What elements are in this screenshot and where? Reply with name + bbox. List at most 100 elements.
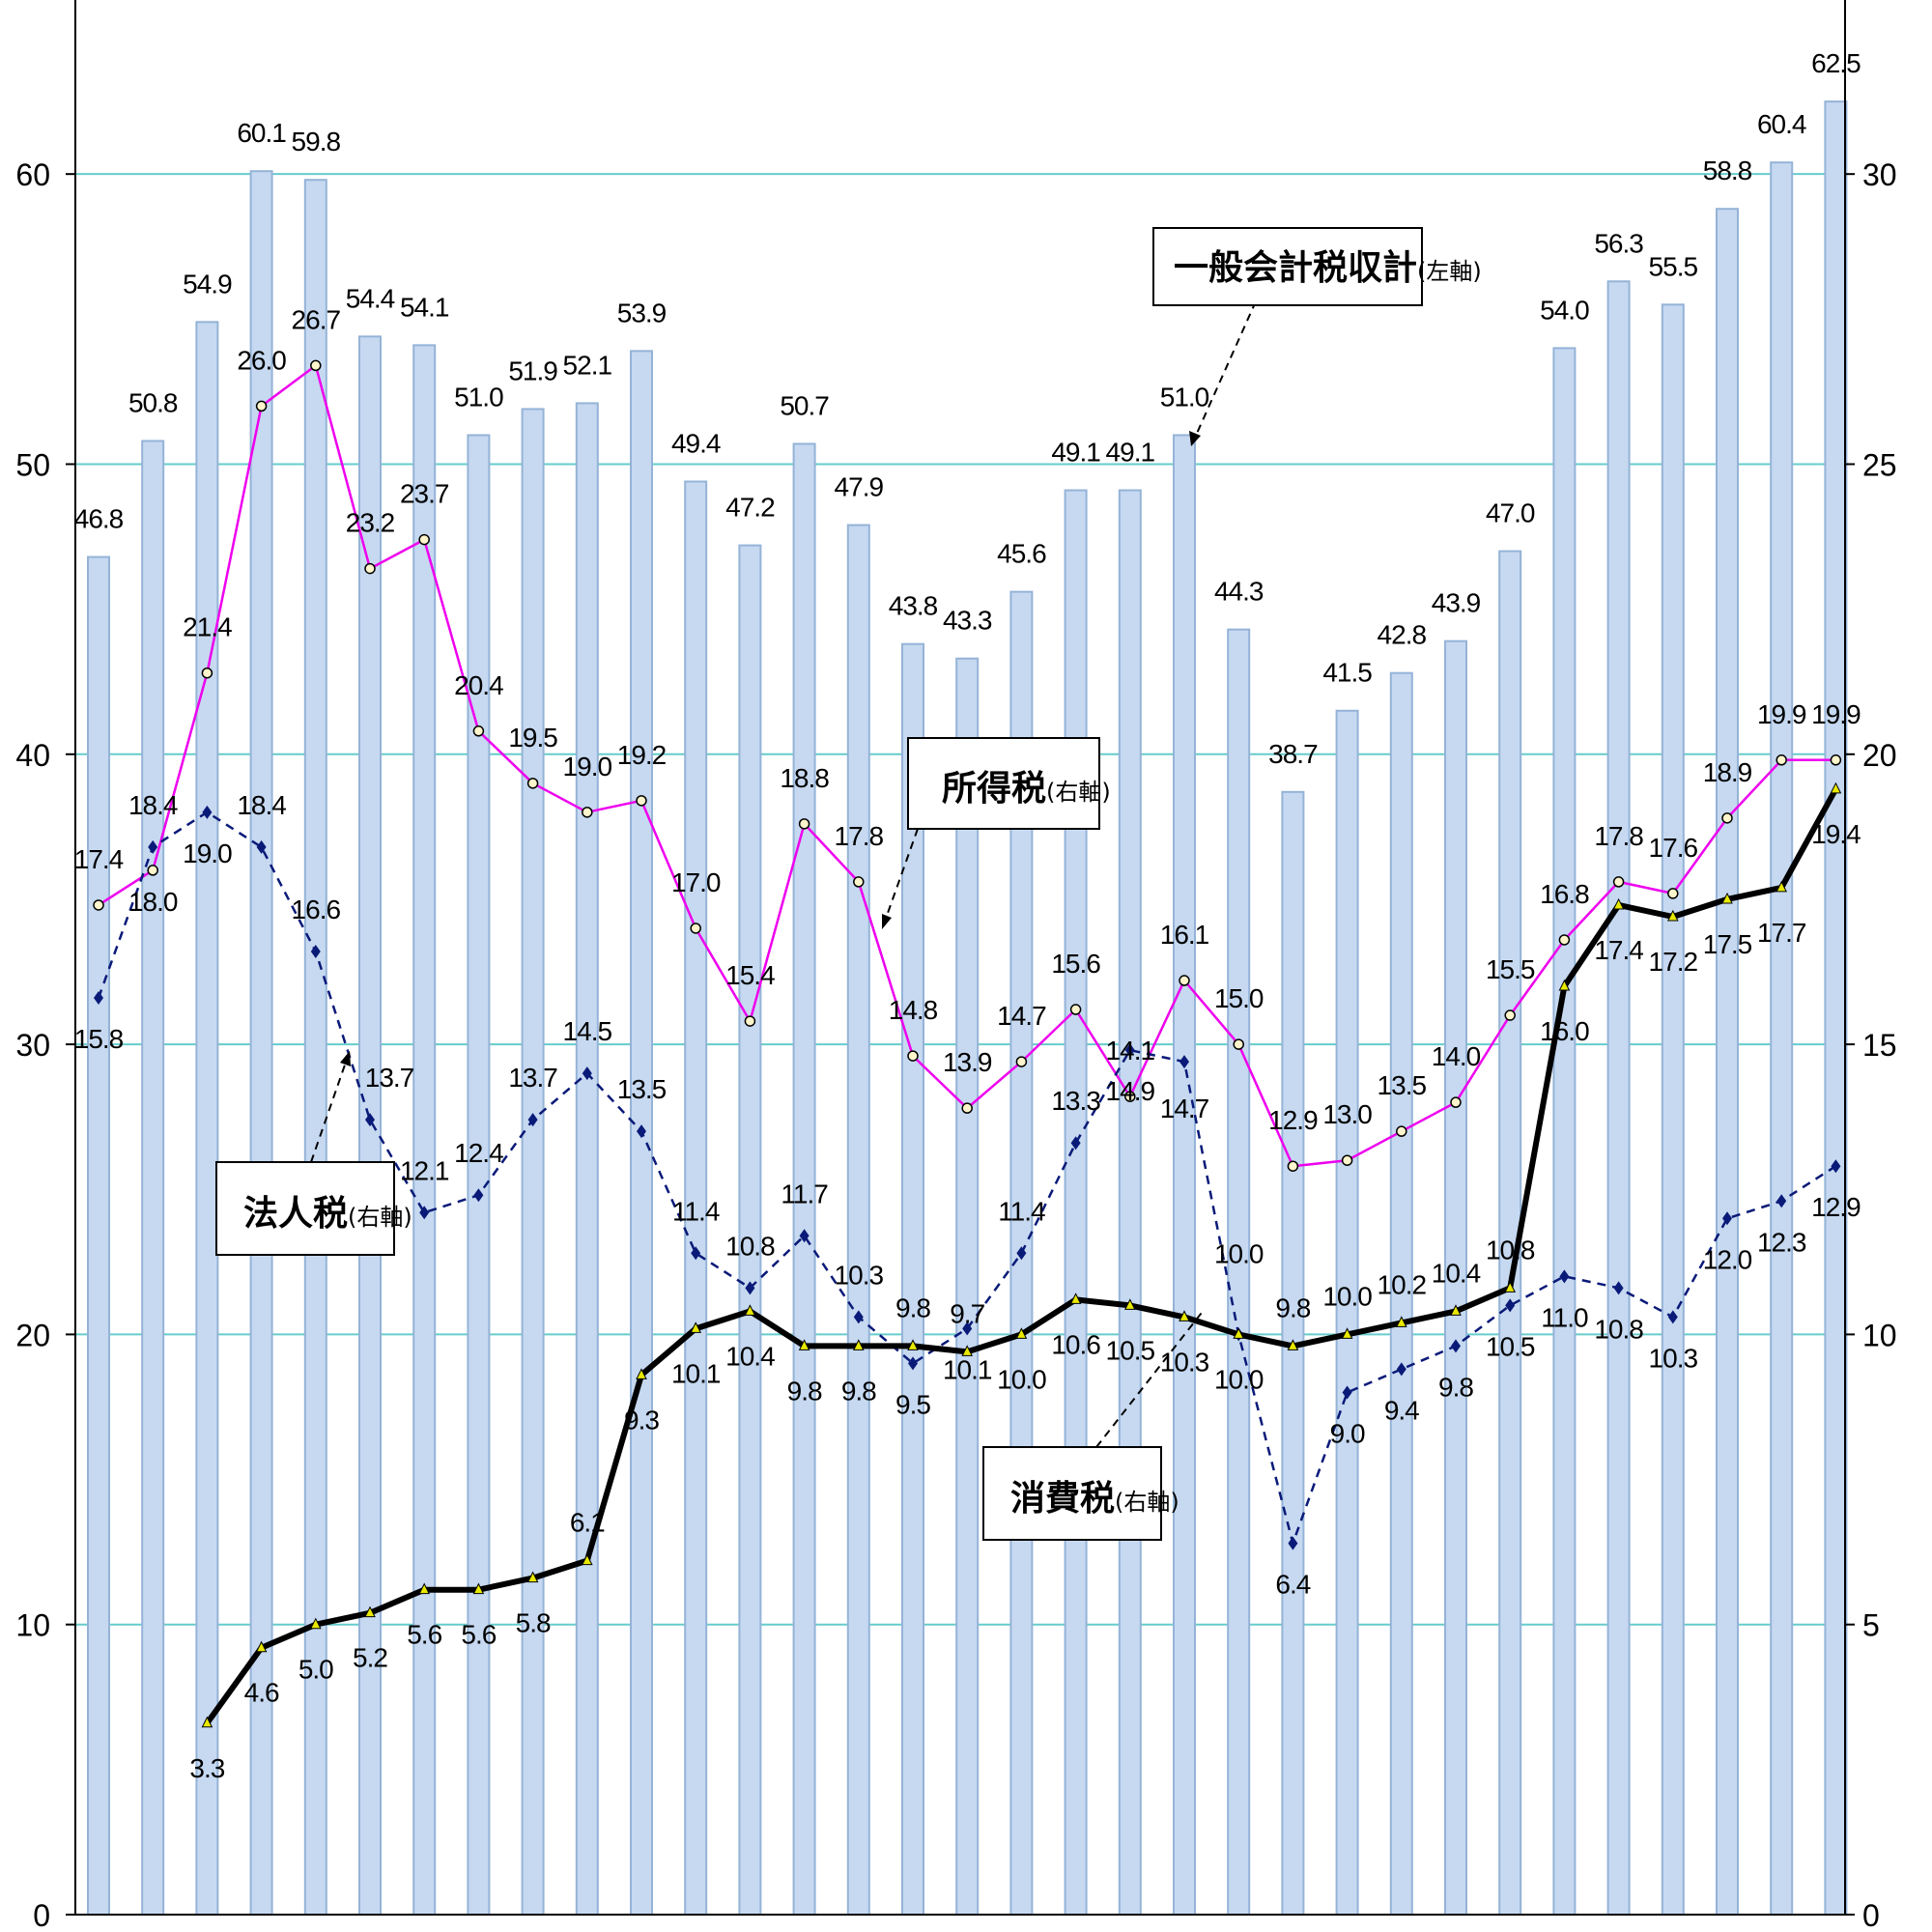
marker-consumption xyxy=(526,1571,539,1583)
marker-income xyxy=(310,359,322,372)
marker-consumption xyxy=(255,1640,268,1653)
data-label-corporate: 9.8 xyxy=(1438,1372,1473,1402)
data-labels: 46.850.854.960.1 59.854.4 54.151.051.9 52.1… xyxy=(74,48,1861,1783)
marker-income xyxy=(1124,1091,1136,1102)
data-label-corporate: 12.1 xyxy=(400,1155,449,1185)
data-label-income: 18.9 xyxy=(1703,757,1752,787)
data-label-consumption: 17.2 xyxy=(1649,947,1698,977)
callout-total-sub: (左軸) xyxy=(1417,258,1482,285)
data-label-consumption: 9.8 xyxy=(895,1293,930,1322)
y-right-tick-label: 25 xyxy=(1862,447,1897,482)
marker-income xyxy=(147,865,158,876)
data-label-income: 17.8 xyxy=(1594,821,1643,851)
data-label-income: 23.7 xyxy=(400,479,449,509)
data-label-corporate: 10.3 xyxy=(835,1260,884,1290)
data-label-total: 49.4 xyxy=(671,429,721,459)
bar-total xyxy=(1606,280,1631,1916)
data-label-corporate: 19.0 xyxy=(183,838,232,868)
callout-income-text: 所得税(右軸) xyxy=(942,769,1111,809)
data-label-corporate: 18.4 xyxy=(128,790,178,820)
data-label-total: 51.9 xyxy=(508,355,557,385)
data-label-income: 13.9 xyxy=(943,1047,992,1077)
marker-corporate xyxy=(745,1281,755,1295)
data-label-income: 20.4 xyxy=(454,670,503,700)
bar-total xyxy=(1118,489,1142,1917)
data-label-consumption: 4.6 xyxy=(244,1678,279,1708)
data-label-total: 47.9 xyxy=(835,472,884,502)
bar-total xyxy=(1173,434,1196,1916)
callout-corporate: 法人税(右軸) xyxy=(215,1050,412,1256)
callout-income: 所得税(右軸) xyxy=(881,737,1111,930)
bar-total xyxy=(901,642,924,1916)
marker-corporate xyxy=(962,1321,973,1336)
marker-income xyxy=(1558,934,1571,946)
marker-income xyxy=(1069,1004,1082,1015)
marker-income xyxy=(582,807,593,818)
marker-consumption xyxy=(418,1582,431,1595)
marker-corporate xyxy=(1505,1298,1516,1313)
marker-consumption xyxy=(472,1582,485,1595)
bar-total xyxy=(1227,628,1251,1916)
data-label-income: 15.5 xyxy=(1486,954,1535,984)
marker-corporate xyxy=(473,1188,484,1203)
marker-corporate xyxy=(365,1113,375,1127)
callout-corporate-text: 法人税(右軸) xyxy=(243,1194,412,1234)
marker-corporate xyxy=(1831,1159,1841,1174)
data-label-total: 54.9 xyxy=(183,269,232,298)
line-series xyxy=(93,359,1842,1728)
marker-consumption xyxy=(1776,880,1788,893)
data-label-consumption: 5.8 xyxy=(516,1608,551,1638)
callout-corporate-box xyxy=(215,1161,395,1256)
marker-corporate xyxy=(94,991,103,1006)
data-label-total: 54.0 xyxy=(1540,295,1589,325)
marker-consumption xyxy=(1612,897,1625,910)
data-label-total: 51.0 xyxy=(1160,382,1209,412)
marker-consumption xyxy=(1666,909,1679,922)
data-label-total: 41.5 xyxy=(1322,658,1372,688)
marker-corporate xyxy=(1070,1136,1081,1151)
callout-consumption-box xyxy=(982,1446,1162,1541)
data-label-corporate: 10.1 xyxy=(943,1354,992,1384)
marker-income xyxy=(690,923,701,934)
data-label-corporate: 13.3 xyxy=(1051,1086,1100,1116)
marker-income xyxy=(853,876,865,888)
marker-consumption xyxy=(852,1339,865,1350)
callout-income-main: 所得税 xyxy=(942,769,1046,809)
data-label-consumption: 9.8 xyxy=(841,1376,876,1406)
data-label-consumption: 17.7 xyxy=(1757,918,1806,948)
y-right-tick-label: 30 xyxy=(1862,157,1897,192)
data-label-consumption: 9.3 xyxy=(624,1405,659,1435)
marker-income xyxy=(1776,754,1787,766)
callout-consumption: 消費税(右軸) xyxy=(982,1308,1206,1541)
marker-income xyxy=(1233,1038,1244,1050)
y-left-tick-label: 0 xyxy=(33,1898,50,1932)
data-label-consumption: 5.6 xyxy=(461,1620,496,1650)
data-label-income: 17.4 xyxy=(74,844,124,874)
data-label-consumption: 10.4 xyxy=(725,1341,775,1371)
data-label-corporate: 12.0 xyxy=(1703,1244,1752,1274)
marker-consumption xyxy=(364,1605,376,1618)
data-label-corporate: 11.4 xyxy=(672,1196,720,1226)
data-label-income: 14.8 xyxy=(889,995,938,1025)
data-label-total: 50.7 xyxy=(780,390,829,420)
marker-corporate xyxy=(1451,1339,1461,1353)
data-label-consumption: 6.1 xyxy=(570,1508,605,1538)
marker-income xyxy=(1396,1125,1407,1137)
bar-total xyxy=(1335,709,1359,1916)
data-label-corporate: 6.4 xyxy=(1275,1570,1310,1600)
y-right-tick-label: 5 xyxy=(1862,1608,1880,1643)
data-label-consumption: 10.0 xyxy=(1322,1281,1372,1311)
callout-total-leader xyxy=(1190,300,1257,447)
data-label-corporate: 12.9 xyxy=(1811,1192,1861,1222)
data-label-income: 12.9 xyxy=(1268,1105,1318,1135)
data-label-total: 58.8 xyxy=(1703,156,1752,185)
data-label-total: 42.8 xyxy=(1378,620,1427,650)
data-label-corporate: 11.7 xyxy=(781,1179,828,1208)
marker-corporate xyxy=(1776,1194,1787,1208)
callout-total-text: 一般会計税収計(左軸) xyxy=(1174,248,1482,288)
marker-consumption xyxy=(1830,781,1842,794)
data-label-total: 54.1 xyxy=(400,292,449,322)
marker-income xyxy=(1612,876,1625,888)
marker-consumption xyxy=(1558,979,1571,991)
marker-consumption xyxy=(1015,1327,1028,1339)
